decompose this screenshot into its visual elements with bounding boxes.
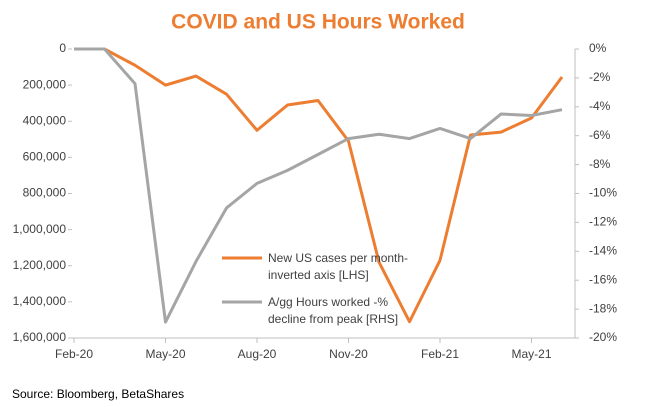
series-line [74,47,563,324]
y2-tick-label: -14% [589,243,617,257]
y2-tick-label: -16% [589,272,617,286]
legend-label: New US cases per month-inverted axis [LH… [268,251,409,282]
chart-title: COVID and US Hours Worked [171,11,465,34]
legend-label: A/gg Hours worked -% decline from peak [… [268,295,399,326]
y-tick-label: 600,000 [23,150,67,164]
x-tick-label: May-21 [511,347,551,361]
series-line [74,47,564,324]
y2-tick-label: -8% [589,157,611,171]
y-tick-label: 1,400,000 [13,294,67,308]
y2-tick-label: 0% [589,41,607,55]
x-tick-label: Nov-20 [329,347,368,361]
y2-tick-label: -18% [589,301,617,315]
x-tick-label: Aug-20 [238,347,277,361]
y-tick-label: 1,600,000 [13,330,67,344]
x-tick-label: Feb-21 [421,347,459,361]
y2-tick-label: -6% [589,128,611,142]
x-tick-label: Feb-20 [55,347,93,361]
y-tick-label: 800,000 [23,186,67,200]
y-tick-label: 400,000 [23,113,67,127]
y-tick-label: 200,000 [23,77,67,91]
source: Source: Bloomberg, BetaShares [12,387,184,401]
y2-tick-label: -12% [589,215,617,229]
y2-tick-label: -20% [589,330,617,344]
y2-tick-label: -2% [589,70,611,84]
y2-tick-label: -10% [589,186,617,200]
y-tick-label: 1,200,000 [13,258,67,272]
x-tick-label: May-20 [145,347,185,361]
y-tick-label: 1,000,000 [13,222,67,236]
y2-tick-label: -4% [589,99,611,113]
y-tick-label: 0 [59,41,66,55]
